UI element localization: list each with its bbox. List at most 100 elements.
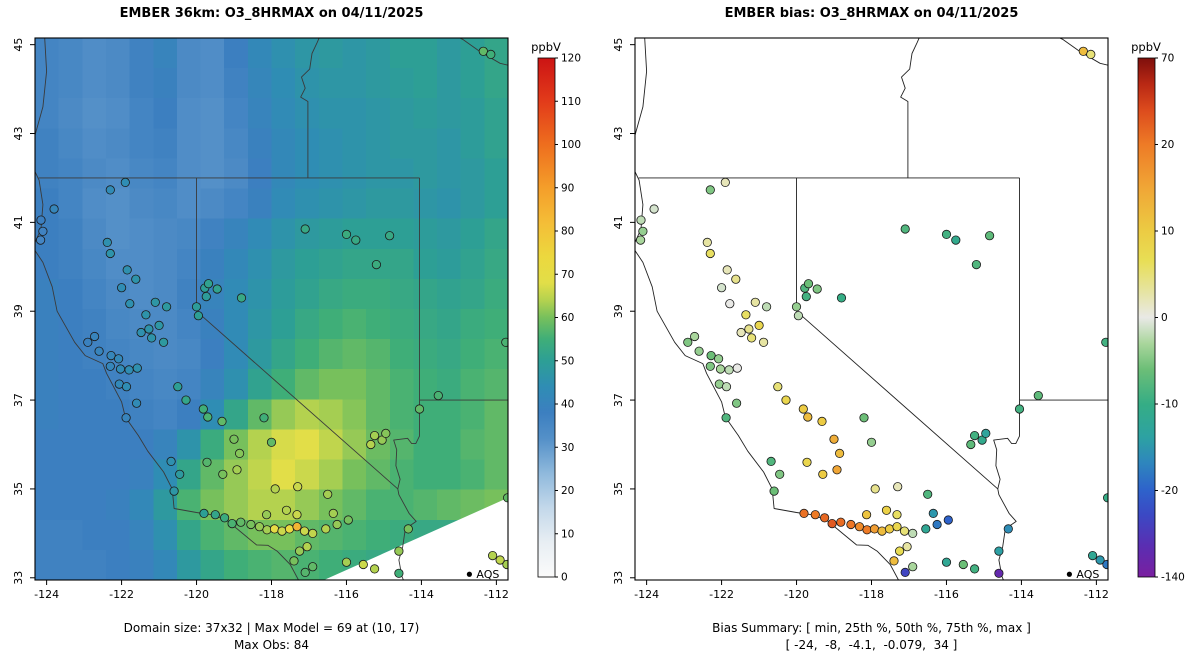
stations-layer <box>635 46 1108 578</box>
station-dot <box>341 557 352 567</box>
station-dot <box>798 404 808 414</box>
svg-text:35: 35 <box>12 482 25 496</box>
model-map: AQS -124 -122 -120 -118 -116 -114 -112 33 35 37 39 4… <box>12 37 581 601</box>
svg-text:70: 70 <box>561 269 574 281</box>
station-dot <box>721 382 732 392</box>
station-dot <box>193 311 203 321</box>
station-dot <box>803 279 814 289</box>
station-dot <box>166 456 176 466</box>
bias-caption-line2: [ -24, -8, -4.1, -0.079, 34 ] <box>785 638 958 652</box>
model-panel-title: EMBER 36km: O3_8HRMAX on 04/11/2025 <box>119 6 424 21</box>
station-dot <box>105 248 115 259</box>
svg-text:40: 40 <box>561 399 574 411</box>
station-dot <box>892 510 902 520</box>
station-dot <box>775 469 785 479</box>
svg-text:39: 39 <box>612 304 625 318</box>
station-dot <box>690 331 700 342</box>
station-dot <box>384 231 395 241</box>
station-dot <box>218 469 228 479</box>
station-dot <box>220 513 230 523</box>
station-dot <box>232 465 242 475</box>
y-axis: 33 35 37 39 41 43 45 <box>612 38 635 585</box>
svg-text:50: 50 <box>561 355 574 367</box>
station-dot <box>117 283 127 293</box>
station-dot <box>894 546 905 556</box>
station-dot <box>941 557 952 567</box>
station-dot <box>750 297 760 307</box>
svg-text:-118: -118 <box>259 588 284 601</box>
station-dot <box>702 237 712 247</box>
station-dot <box>899 526 910 536</box>
svg-text:-116: -116 <box>934 588 959 601</box>
svg-text:45: 45 <box>612 38 625 52</box>
station-dot <box>908 562 918 572</box>
svg-text:90: 90 <box>561 182 574 194</box>
station-dot <box>902 542 912 552</box>
svg-text:-120: -120 <box>184 588 209 601</box>
station-dot <box>114 354 124 364</box>
station-dot <box>210 510 220 520</box>
plot-frame <box>634 37 1109 581</box>
station-dot <box>714 354 724 364</box>
station-dot <box>971 259 981 270</box>
station-dot <box>144 324 154 334</box>
station-dot <box>300 567 310 578</box>
station-dot <box>759 337 769 347</box>
station-dot <box>266 437 277 447</box>
station-dot <box>721 413 731 423</box>
station-dot <box>884 524 895 534</box>
station-dot <box>984 231 995 241</box>
station-dot <box>302 542 312 552</box>
station-dot <box>270 484 280 494</box>
station-dot <box>881 505 892 515</box>
station-dot <box>994 568 1004 578</box>
station-dot <box>900 567 910 578</box>
station-dot <box>827 518 837 529</box>
station-dot <box>120 177 130 187</box>
station-dot <box>866 437 877 447</box>
station-dot <box>125 299 135 309</box>
svg-text:-114: -114 <box>409 588 434 601</box>
station-dot <box>487 550 498 561</box>
svg-text:0: 0 <box>561 572 568 584</box>
station-dot <box>869 524 880 534</box>
station-dot <box>495 555 505 565</box>
aqs-legend-label: AQS <box>476 568 499 581</box>
station-dot <box>705 248 715 259</box>
station-dot <box>371 259 381 270</box>
station-dot <box>341 229 352 239</box>
station-dot <box>836 293 847 303</box>
station-dot <box>121 382 132 392</box>
station-dot <box>132 363 142 373</box>
svg-text:-124: -124 <box>634 588 659 601</box>
station-dot <box>1014 404 1025 414</box>
svg-text:41: 41 <box>612 215 625 229</box>
station-dot <box>154 320 164 330</box>
station-dot <box>889 556 899 566</box>
station-dot <box>793 311 803 321</box>
station-dot <box>343 515 353 525</box>
station-dot <box>122 265 132 275</box>
svg-text:-122: -122 <box>709 588 734 601</box>
svg-text:33: 33 <box>612 571 625 585</box>
station-dot <box>900 224 910 234</box>
station-dot <box>227 518 237 529</box>
svg-text:35: 35 <box>612 482 625 496</box>
bias-map: AQS -124 -122 -120 -118 -116 -114 -112 33 35 37 39 4… <box>612 37 1185 601</box>
station-dot <box>649 204 659 214</box>
station-dot <box>293 482 303 492</box>
model-panel: EMBER 36km: O3_8HRMAX on 04/11/2025 ppbV… <box>12 6 581 652</box>
station-dot <box>803 412 813 422</box>
svg-text:-112: -112 <box>484 588 509 601</box>
station-dot <box>132 398 142 408</box>
station-dot <box>810 510 820 520</box>
station-dot <box>862 525 872 535</box>
station-dot <box>102 237 112 247</box>
station-dot <box>115 364 126 374</box>
station-dot <box>928 508 938 519</box>
station-dot <box>259 413 269 423</box>
station-dot <box>236 517 246 527</box>
station-dot <box>36 215 46 225</box>
svg-text:70: 70 <box>1161 53 1174 65</box>
